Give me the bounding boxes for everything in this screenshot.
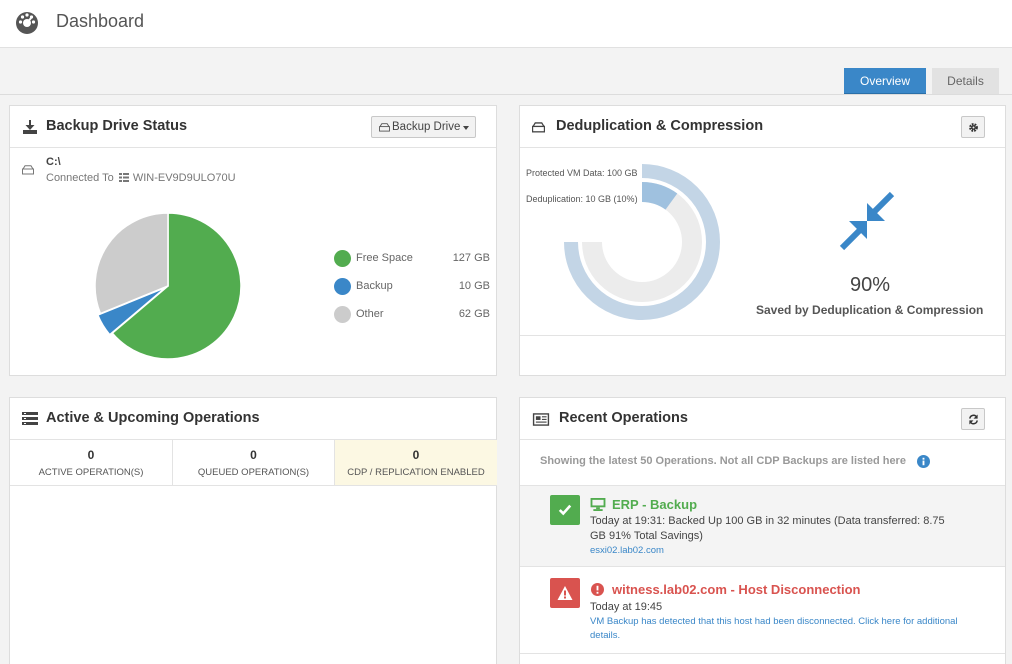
active-operations-count: 0	[87, 448, 95, 462]
legend-label: Other	[356, 308, 384, 320]
backup-dot	[334, 278, 351, 295]
refresh-button[interactable]	[961, 408, 985, 430]
backup-drive-button[interactable]: Backup Drive	[371, 116, 476, 138]
success-badge	[550, 495, 580, 525]
download-icon	[23, 120, 37, 134]
dedup-header: Deduplication & Compression	[520, 106, 1005, 148]
tab-overview[interactable]: Overview	[844, 68, 926, 95]
pie-slice-other	[94, 212, 169, 315]
active-ops-panel: Active & Upcoming Operations 0 ACTIVE OP…	[9, 397, 497, 664]
dedup-panel: Deduplication & Compression Protected VM…	[519, 105, 1006, 376]
backup-drive-button-label: Backup Drive	[392, 121, 461, 133]
protected-data-ring	[564, 164, 720, 320]
legend-backup: Backup 10 GB	[334, 278, 490, 296]
dedup-footer-divider	[520, 335, 1005, 336]
dedup-percent: 90%	[850, 274, 891, 296]
cdp-replication-label: CDP / REPLICATION ENABLED	[347, 467, 485, 478]
legend-other: Other 62 GB	[334, 306, 490, 324]
check-icon	[558, 504, 572, 516]
active-ops-title: Active & Upcoming Operations	[46, 410, 260, 426]
recent-ops-panel: Recent Operations Showing the latest 50 …	[519, 397, 1006, 664]
drive-host: WIN-EV9D9ULO70U	[132, 172, 236, 184]
protected-data-label: Protected VM Data: 100 GB	[526, 168, 638, 178]
legend-value: 62 GB	[458, 308, 490, 320]
recent-op-text: Today at 19:45	[590, 601, 663, 613]
free-space-dot	[334, 250, 351, 267]
page-title: Dashboard	[56, 11, 145, 31]
list-icon	[22, 412, 38, 425]
pie-slice-free-space	[111, 212, 242, 360]
dedup-amount-label: Deduplication: 10 GB (10%)	[526, 194, 638, 204]
info-icon[interactable]	[917, 455, 930, 468]
active-operations-label: ACTIVE OPERATION(S)	[38, 467, 144, 478]
view-tabs: Overview Details	[844, 68, 1004, 95]
cdp-replication-count: 0	[412, 448, 420, 462]
backup-drive-title: Backup Drive Status	[46, 118, 188, 134]
caret-down-icon	[463, 126, 469, 130]
legend-label: Free Space	[356, 252, 413, 264]
recent-op-title[interactable]: witness.lab02.com - Host Disconnection	[612, 582, 861, 597]
alert-circle-icon	[591, 583, 604, 596]
dedup-ring-chart	[564, 164, 720, 320]
speedometer-icon	[16, 12, 38, 34]
monitor-icon	[590, 498, 606, 511]
other-dot	[334, 306, 351, 323]
recent-ops-header: Recent Operations	[520, 398, 1005, 440]
newspaper-icon	[532, 413, 550, 426]
backup-drive-header: Backup Drive Status Backup Drive	[10, 106, 496, 148]
hard-drive-icon	[22, 165, 34, 175]
recent-op-link[interactable]: esxi02.lab02.com	[590, 545, 664, 556]
dedup-ring-track	[582, 182, 702, 302]
tabs-divider	[0, 94, 1012, 95]
connected-to-label: Connected To	[46, 172, 114, 184]
server-list-icon	[118, 173, 129, 182]
backup-drive-panel: Backup Drive Status Backup Drive C:\ Con…	[9, 105, 497, 376]
refresh-icon	[969, 414, 978, 425]
drive-name: C:\	[46, 156, 61, 168]
drive-connection: Connected To WIN-EV9D9ULO70U	[46, 172, 236, 184]
warning-icon	[557, 586, 573, 600]
cdp-replication-cell: 0 CDP / REPLICATION ENABLED	[335, 440, 497, 486]
dedup-title: Deduplication & Compression	[556, 118, 764, 134]
drive-icon	[379, 123, 390, 132]
gear-icon	[969, 123, 978, 132]
legend-free-space: Free Space 127 GB	[334, 250, 490, 268]
recent-op-link[interactable]: VM Backup has detected that this host ha…	[590, 616, 958, 641]
active-ops-header: Active & Upcoming Operations	[10, 398, 496, 440]
recent-ops-title: Recent Operations	[559, 410, 688, 426]
recent-op-item[interactable]: witness.lab02.com - Host Disconnection T…	[520, 568, 1005, 654]
legend-value: 127 GB	[452, 252, 490, 264]
queued-operations-cell: 0 QUEUED OPERATION(S)	[173, 440, 335, 486]
recent-op-text: Today at 19:31: Backed Up 100 GB in 32 m…	[590, 515, 945, 542]
drive-usage-pie-chart	[94, 212, 242, 360]
tab-details[interactable]: Details	[932, 68, 999, 95]
warning-badge	[550, 578, 580, 608]
legend-value: 10 GB	[458, 280, 490, 292]
queued-operations-count: 0	[250, 448, 257, 462]
active-operations-cell: 0 ACTIVE OPERATION(S)	[10, 440, 173, 486]
pie-slice-backup	[96, 286, 166, 336]
drive-icon	[532, 122, 545, 133]
recent-op-title[interactable]: ERP - Backup	[612, 497, 698, 512]
dedup-caption: Saved by Deduplication & Compression	[756, 303, 984, 317]
dedup-ring-value	[641, 182, 678, 210]
queued-operations-label: QUEUED OPERATION(S)	[197, 467, 310, 478]
recent-ops-note: Showing the latest 50 Operations. Not al…	[540, 455, 906, 467]
compress-arrows-icon	[839, 191, 895, 251]
recent-op-item[interactable]: ERP - Backup Today at 19:31: Backed Up 1…	[520, 485, 1005, 567]
top-bar: Dashboard	[0, 0, 1012, 48]
legend-label: Backup	[356, 280, 393, 292]
dedup-settings-button[interactable]	[961, 116, 985, 138]
